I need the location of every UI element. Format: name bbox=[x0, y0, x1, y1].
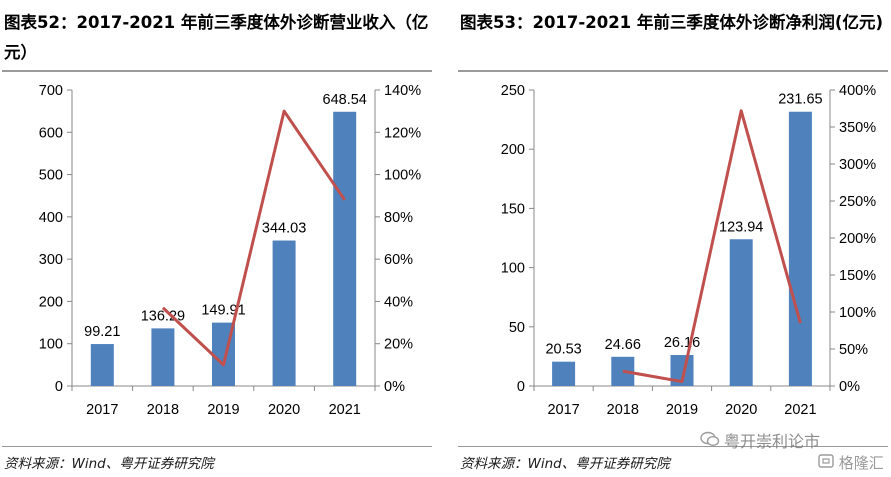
left-y-tick-label: 200 bbox=[39, 294, 63, 310]
left-y-tick-label: 700 bbox=[39, 83, 63, 99]
right-y-tick-label: 300% bbox=[839, 157, 876, 173]
bar-data-label: 648.54 bbox=[323, 92, 367, 108]
bar bbox=[333, 111, 357, 386]
left-y-tick-label: 500 bbox=[39, 168, 63, 184]
x-tick-label: 2018 bbox=[607, 402, 639, 418]
left-y-tick-label: 600 bbox=[39, 125, 63, 141]
right-y-tick-label: 50% bbox=[839, 342, 868, 358]
right-y-tick-label: 40% bbox=[384, 294, 413, 310]
right-y-tick-label: 0% bbox=[839, 379, 860, 395]
left-y-tick-label: 0 bbox=[55, 379, 63, 395]
right-y-tick-label: 120% bbox=[384, 125, 421, 141]
x-tick-label: 2019 bbox=[666, 402, 698, 418]
right-y-tick-label: 80% bbox=[384, 210, 413, 226]
x-tick-label: 2017 bbox=[86, 402, 118, 418]
bar bbox=[670, 355, 694, 386]
bar bbox=[788, 111, 812, 387]
bar-data-label: 123.94 bbox=[719, 219, 763, 235]
source-divider bbox=[458, 446, 888, 447]
right-y-tick-label: 150% bbox=[839, 268, 876, 284]
x-tick-label: 2021 bbox=[784, 402, 816, 418]
chart-title: 图表52：2017-2021 年前三季度体外诊断营业收入（亿元） bbox=[4, 13, 429, 62]
revenue-combo-chart: 0 100 200 300 400 500 600 700 0% 20% 40% 60% 80% 100%… bbox=[39, 83, 421, 418]
watermark-text: 粤开崇利论市 bbox=[724, 432, 821, 451]
left-y-tick-label: 250 bbox=[501, 83, 525, 99]
x-tick-label: 2020 bbox=[725, 402, 757, 418]
left-chart-panel: 图表52：2017-2021 年前三季度体外诊断营业收入（亿元） 0 100 200… bbox=[0, 0, 432, 477]
right-chart-panel: 图表53：2017-2021 年前三季度体外诊断净利润(亿元) 0 50 100 15… bbox=[456, 0, 888, 477]
bar bbox=[272, 240, 296, 386]
right-y-tick-label: 400% bbox=[839, 83, 876, 99]
right-y-tick-label: 200% bbox=[839, 231, 876, 247]
x-tick-label: 2017 bbox=[547, 402, 579, 418]
source-note: 资料来源：Wind、粤开证券研究院 bbox=[4, 456, 214, 472]
gelonghui-watermark: 格隆汇 bbox=[818, 452, 884, 473]
watermark2-text: 格隆汇 bbox=[838, 454, 884, 472]
bar bbox=[729, 239, 753, 386]
title-divider bbox=[2, 70, 432, 72]
source-divider bbox=[2, 446, 432, 447]
chart-title: 图表53：2017-2021 年前三季度体外诊断净利润(亿元) bbox=[460, 13, 883, 32]
bar-data-label: 26.16 bbox=[664, 335, 700, 351]
source-note: 资料来源：Wind、粤开证券研究院 bbox=[460, 456, 670, 472]
bar bbox=[151, 328, 175, 386]
right-y-tick-label: 250% bbox=[839, 194, 876, 210]
right-y-tick-label: 100% bbox=[839, 305, 876, 321]
left-y-tick-label: 0 bbox=[517, 379, 525, 395]
bar bbox=[552, 361, 576, 386]
net-profit-combo-chart: 0 50 100 150 200 250 0% 50% 100% 150% 200% 250% 300%… bbox=[501, 83, 876, 418]
bar-data-label: 24.66 bbox=[605, 337, 641, 353]
x-tick-label: 2020 bbox=[268, 402, 300, 418]
title-divider bbox=[458, 70, 888, 72]
right-y-tick-label: 0% bbox=[384, 379, 405, 395]
left-y-tick-label: 200 bbox=[501, 142, 525, 158]
left-y-tick-label: 300 bbox=[39, 252, 63, 268]
x-tick-label: 2019 bbox=[207, 402, 239, 418]
bar-data-label: 99.21 bbox=[84, 324, 120, 340]
x-tick-label: 2021 bbox=[329, 402, 361, 418]
growth-line bbox=[622, 109, 802, 384]
bar-data-label: 231.65 bbox=[778, 92, 822, 108]
left-y-tick-label: 150 bbox=[501, 201, 525, 217]
watermark: 粤开崇利论市 bbox=[700, 428, 820, 452]
left-y-tick-label: 100 bbox=[501, 261, 525, 277]
right-y-tick-label: 140% bbox=[384, 83, 421, 99]
right-y-tick-label: 350% bbox=[839, 120, 876, 136]
growth-line bbox=[161, 109, 346, 367]
wechat-icon bbox=[700, 431, 720, 451]
left-y-tick-label: 400 bbox=[39, 210, 63, 226]
right-y-tick-label: 20% bbox=[384, 337, 413, 353]
left-y-tick-label: 100 bbox=[39, 337, 63, 353]
bar-data-label: 344.03 bbox=[262, 221, 306, 237]
right-y-tick-label: 60% bbox=[384, 252, 413, 268]
x-tick-label: 2018 bbox=[147, 402, 179, 418]
bar-data-label: 136.29 bbox=[141, 308, 185, 324]
right-y-tick-label: 100% bbox=[384, 168, 421, 184]
left-y-tick-label: 50 bbox=[509, 320, 525, 336]
bar-data-label: 20.53 bbox=[545, 342, 581, 358]
gelonghui-logo-icon bbox=[818, 454, 839, 472]
bar bbox=[90, 344, 114, 386]
